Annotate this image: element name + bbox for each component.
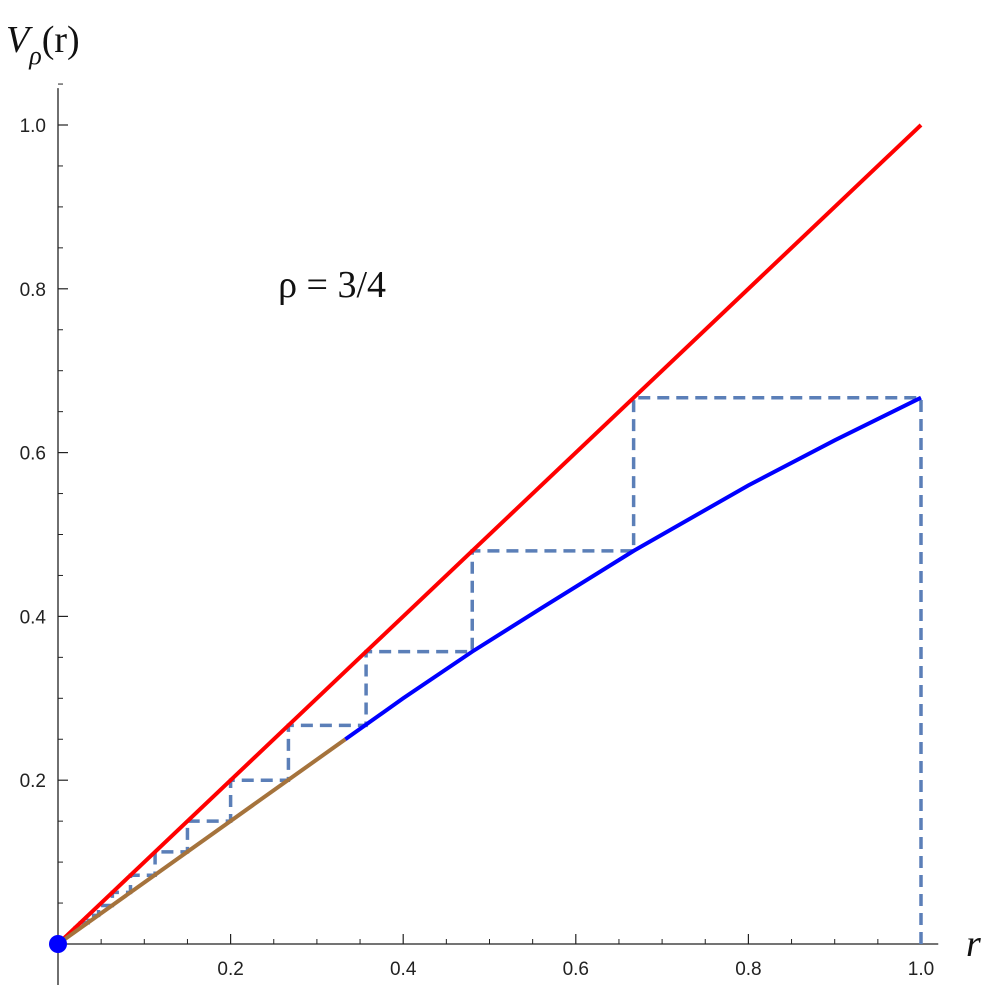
y-tick-label: 1.0 bbox=[20, 116, 46, 137]
line-series bbox=[56, 737, 347, 946]
x-axis-title: r bbox=[966, 923, 981, 965]
point bbox=[49, 935, 67, 953]
y-title-rest: (r) bbox=[42, 19, 80, 61]
y-title-sub: ρ bbox=[28, 41, 41, 70]
y-axis-title: Vρ(r) bbox=[6, 19, 80, 70]
x-tick-label: 0.2 bbox=[217, 959, 243, 980]
line-series bbox=[56, 395, 923, 946]
y-title-base: V bbox=[6, 19, 33, 61]
annotation: ρ = 3/4 bbox=[278, 264, 386, 306]
line-series bbox=[56, 123, 923, 946]
x-tick-label: 0.6 bbox=[563, 959, 589, 980]
x-tick-label: 1.0 bbox=[908, 959, 934, 980]
y-tick-label: 0.2 bbox=[20, 771, 46, 792]
y-tick-label: 0.4 bbox=[20, 607, 47, 628]
x-tick-label: 0.8 bbox=[735, 959, 761, 980]
y-tick-label: 0.8 bbox=[20, 280, 46, 301]
y-tick-label: 0.6 bbox=[20, 444, 46, 465]
x-tick-label: 0.4 bbox=[390, 959, 417, 980]
line-series bbox=[344, 395, 922, 741]
